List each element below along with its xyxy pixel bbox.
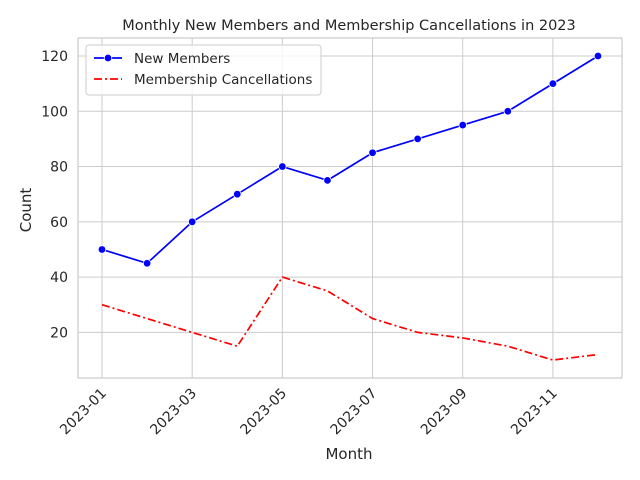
y-tick-label: 20: [50, 325, 68, 341]
new-members-point: [97, 245, 107, 254]
new-members-point: [323, 176, 332, 185]
legend: New Members Membership Cancellations: [85, 44, 322, 96]
new-members-line: [101, 55, 599, 265]
plot-area: [77, 37, 623, 379]
new-members-point: [458, 120, 467, 130]
new-members-point: [233, 189, 242, 199]
y-tick-label: 100: [41, 104, 68, 120]
new-members-point: [548, 79, 558, 88]
chart-title: Monthly New Members and Membership Cance…: [122, 18, 576, 34]
new-members-point: [142, 259, 152, 268]
y-axis-label: Count: [17, 188, 35, 233]
y-tick-label: 120: [41, 49, 68, 65]
new-members-point: [368, 148, 377, 157]
series-layer: [97, 51, 603, 361]
new-members-point: [413, 134, 422, 144]
y-tick-label: 80: [50, 160, 68, 176]
new-members-point: [503, 107, 513, 116]
legend-cancellations-label: Membership Cancellations: [134, 72, 312, 88]
y-tick-label: 40: [50, 270, 68, 286]
x-axis-label: Month: [325, 445, 372, 463]
legend-new-members-marker: [103, 53, 113, 63]
new-members-point: [278, 162, 287, 171]
legend-new-members-label: New Members: [134, 51, 230, 67]
cancellations-line: [101, 276, 599, 361]
new-members-point: [187, 217, 197, 227]
y-tick-label: 60: [50, 215, 68, 231]
new-members-point: [593, 51, 603, 61]
legend-box: [85, 44, 322, 96]
